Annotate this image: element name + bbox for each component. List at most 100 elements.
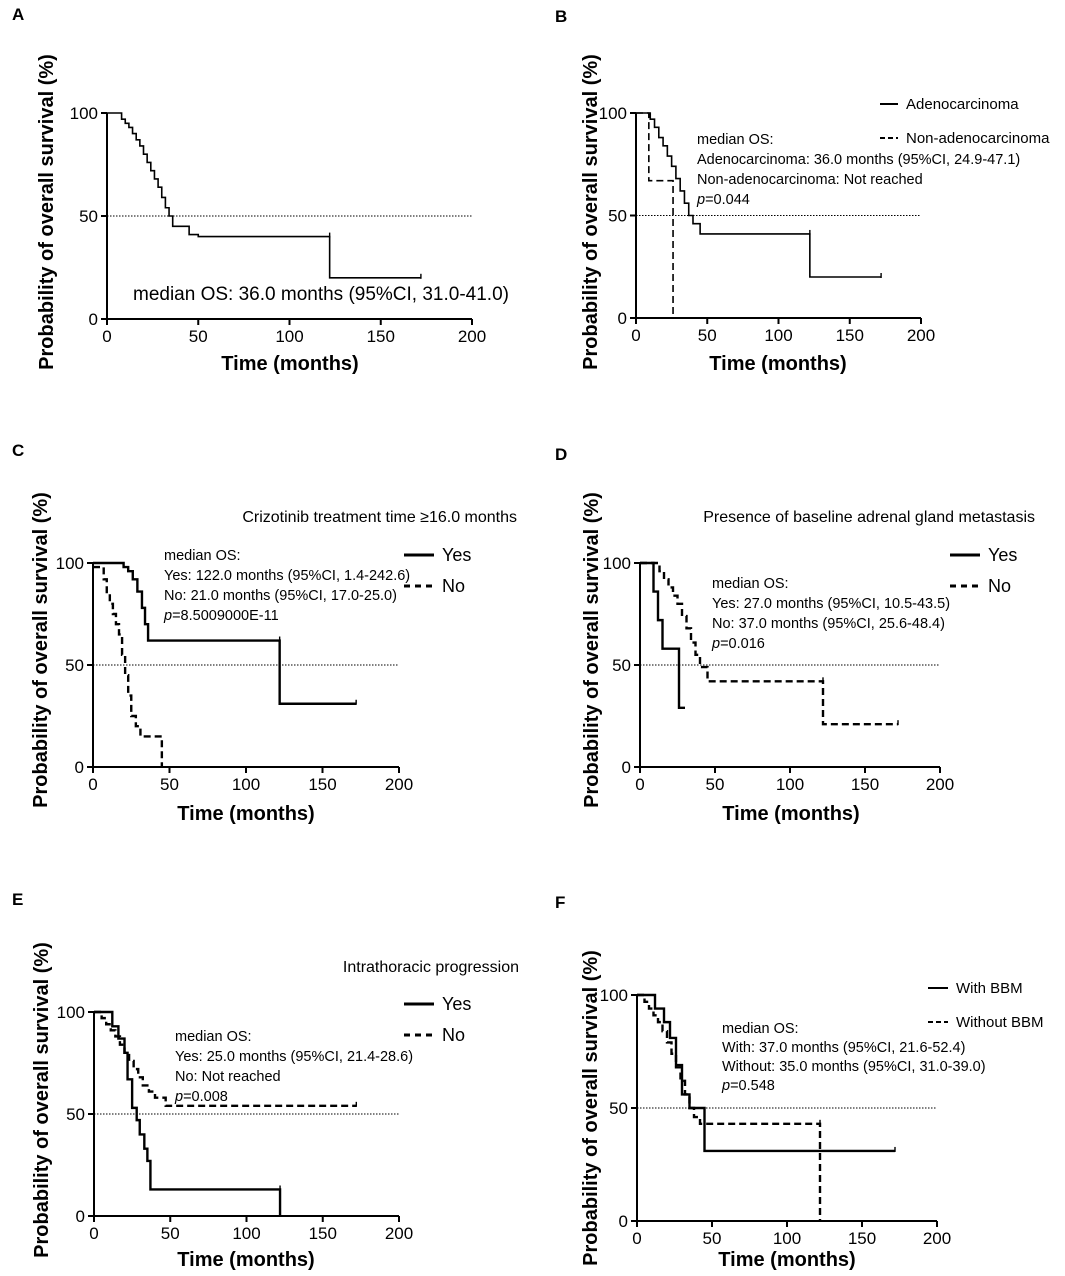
- annotation-line: No: Not reached: [175, 1069, 281, 1085]
- panel-letter: A: [12, 5, 24, 24]
- panel-letter: E: [12, 890, 23, 909]
- x-axis-label: Time (months): [177, 803, 314, 825]
- x-tick-label: 200: [385, 775, 413, 794]
- y-tick-label: 0: [618, 309, 627, 328]
- chart-title: Presence of baseline adrenal gland metas…: [703, 509, 1035, 526]
- x-tick-label: 100: [232, 775, 260, 794]
- x-tick-label: 50: [703, 1229, 722, 1248]
- chart-title: Intrathoracic progression: [343, 959, 519, 976]
- legend-label: Yes: [442, 545, 471, 565]
- x-tick-label: 50: [160, 775, 179, 794]
- km-survival-figure: A0 50 100 150 200050100Time (months)Probabil…: [0, 0, 1065, 1276]
- x-tick-label: 0: [88, 775, 97, 794]
- annotation-line: Adenocarcinoma: 36.0 months (95%CI, 24.9…: [697, 152, 1020, 168]
- legend-label: Non-adenocarcinoma: [906, 130, 1050, 147]
- y-tick-label: 50: [609, 1099, 628, 1118]
- y-tick-label: 100: [599, 104, 627, 123]
- annotation-line: median OS:: [175, 1029, 252, 1045]
- y-tick-label: 0: [619, 1212, 628, 1231]
- x-tick-label: 200: [926, 775, 954, 794]
- x-tick-label: 200: [907, 326, 935, 345]
- x-tick-label: 100: [764, 326, 792, 345]
- y-tick-label: 100: [70, 104, 98, 123]
- panel-letter: B: [555, 7, 567, 26]
- annotation-line: median OS:: [722, 1021, 799, 1037]
- x-tick-label: 100: [275, 327, 303, 346]
- legend-label: No: [988, 576, 1011, 596]
- y-axis-label: Probability of overall survival (%): [580, 54, 602, 370]
- annotation-line: median OS:: [164, 548, 241, 564]
- y-tick-label: 50: [612, 656, 631, 675]
- y-tick-label: 50: [79, 207, 98, 226]
- y-axis-label: Probability of overall survival (%): [580, 950, 602, 1266]
- legend-label: Adenocarcinoma: [906, 96, 1019, 113]
- annotation-line: Non-adenocarcinoma: Not reached: [697, 172, 923, 188]
- y-tick-label: 100: [57, 1003, 85, 1022]
- y-tick-label: 50: [608, 207, 627, 226]
- x-tick-label: 0: [635, 775, 644, 794]
- x-axis-label: Time (months): [722, 803, 859, 825]
- annotation-line: median OS:: [697, 132, 774, 148]
- y-tick-label: 50: [66, 1105, 85, 1124]
- x-tick-label: 150: [836, 326, 864, 345]
- y-axis-label: Probability of overall survival (%): [36, 54, 58, 370]
- x-axis-label: Time (months): [177, 1249, 314, 1271]
- y-tick-label: 100: [603, 554, 631, 573]
- legend-label: Without BBM: [956, 1014, 1044, 1031]
- chart-title: Crizotinib treatment time ≥16.0 months: [242, 509, 517, 526]
- panel-letter: F: [555, 893, 565, 912]
- x-tick-label: 50: [161, 1224, 180, 1243]
- y-tick-label: 0: [89, 310, 98, 329]
- legend-label: Yes: [442, 994, 471, 1014]
- legend-label: With BBM: [956, 980, 1023, 997]
- panel-letter: D: [555, 445, 567, 464]
- annotation-line: No: 21.0 months (95%CI, 17.0-25.0): [164, 588, 397, 604]
- y-tick-label: 0: [622, 758, 631, 777]
- x-tick-label: 150: [848, 1229, 876, 1248]
- x-tick-label: 100: [232, 1224, 260, 1243]
- y-axis-label: Probability of overall survival (%): [31, 942, 53, 1258]
- x-tick-label: 50: [698, 326, 717, 345]
- x-tick-label: 150: [367, 327, 395, 346]
- x-tick-label: 100: [776, 775, 804, 794]
- x-tick-label: 150: [309, 1224, 337, 1243]
- x-tick-label: 50: [706, 775, 725, 794]
- annotation-line: Yes: 122.0 months (95%CI, 1.4-242.6): [164, 568, 410, 584]
- annotation-line: median OS: 36.0 months (95%CI, 31.0-41.0…: [133, 284, 509, 305]
- x-axis-label: Time (months): [709, 353, 846, 375]
- y-tick-label: 50: [65, 656, 84, 675]
- x-tick-label: 200: [385, 1224, 413, 1243]
- x-tick-label: 50: [189, 327, 208, 346]
- annotation-line: median OS:: [712, 576, 789, 592]
- annotation-line: With: 37.0 months (95%CI, 21.6-52.4): [722, 1040, 965, 1056]
- legend-label: No: [442, 576, 465, 596]
- annotation-line: p=0.008: [174, 1089, 228, 1105]
- annotation-line: p=0.044: [696, 192, 750, 208]
- x-axis-label: Time (months): [221, 353, 358, 375]
- x-tick-label: 0: [631, 326, 640, 345]
- y-axis-label: Probability of overall survival (%): [581, 492, 603, 808]
- x-tick-label: 150: [851, 775, 879, 794]
- legend-label: Yes: [988, 545, 1017, 565]
- x-tick-label: 200: [923, 1229, 951, 1248]
- x-tick-label: 0: [89, 1224, 98, 1243]
- y-tick-label: 100: [600, 986, 628, 1005]
- annotation-line: p=0.548: [721, 1078, 775, 1094]
- x-tick-label: 100: [773, 1229, 801, 1248]
- y-tick-label: 0: [75, 758, 84, 777]
- x-axis-label: Time (months): [718, 1249, 855, 1271]
- x-tick-label: 200: [458, 327, 486, 346]
- x-tick-label: 0: [102, 327, 111, 346]
- y-tick-label: 0: [76, 1207, 85, 1226]
- legend-label: No: [442, 1025, 465, 1045]
- x-tick-label: 150: [308, 775, 336, 794]
- annotation-line: Yes: 25.0 months (95%CI, 21.4-28.6): [175, 1049, 413, 1065]
- annotation-line: Without: 35.0 months (95%CI, 31.0-39.0): [722, 1059, 986, 1075]
- y-axis-label: Probability of overall survival (%): [30, 492, 52, 808]
- x-tick-label: 0: [632, 1229, 641, 1248]
- y-tick-label: 100: [56, 554, 84, 573]
- annotation-line: p=8.5009000E-11: [163, 608, 279, 624]
- panel-letter: C: [12, 441, 24, 460]
- annotation-line: No: 37.0 months (95%CI, 25.6-48.4): [712, 616, 945, 632]
- annotation-line: p=0.016: [711, 636, 765, 652]
